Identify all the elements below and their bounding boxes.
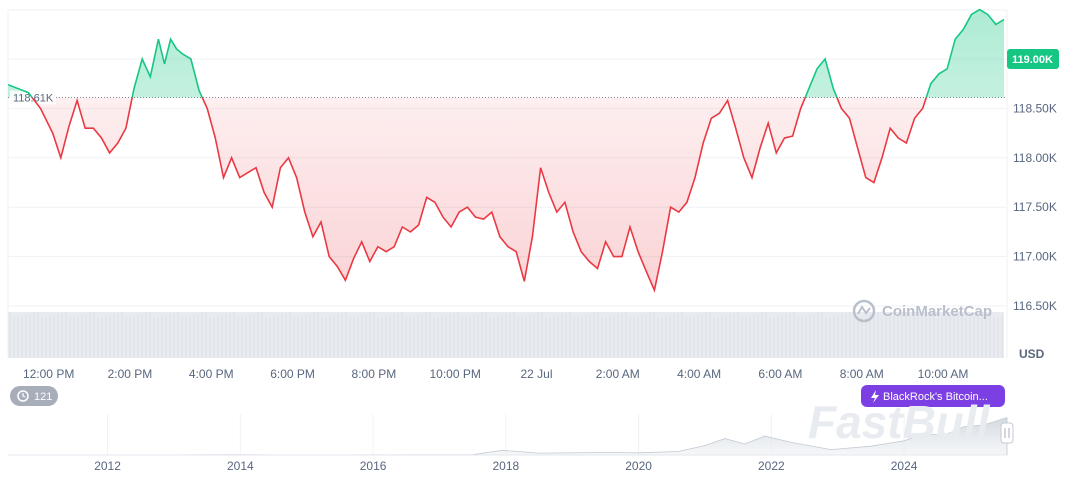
price-line-down (31, 97, 928, 293)
range-slider-handle[interactable] (1000, 422, 1014, 444)
current-price-tag-bg (1007, 49, 1059, 69)
x-tick-label: 2:00 AM (596, 367, 640, 381)
coinmarketcap-logo: CoinMarketCap (852, 299, 992, 323)
news-badge[interactable]: BlackRock's Bitcoin... (861, 385, 1005, 407)
news-badge-bg[interactable] (861, 385, 1005, 407)
area-fill-below-reference (32, 97, 927, 291)
history-x-tick-label: 2016 (360, 459, 387, 473)
coinmarketcap-logo-mark (857, 305, 871, 315)
lightning-icon (871, 390, 879, 403)
news-badge-text: BlackRock's Bitcoin... (883, 391, 988, 403)
x-tick-label: 6:00 AM (758, 367, 802, 381)
coinmarketcap-watermark: CoinMarketCap (882, 303, 992, 320)
x-tick-label: 10:00 AM (918, 367, 969, 381)
current-price-tag: 119.00K (1007, 49, 1059, 69)
history-x-tick-label: 2020 (625, 459, 652, 473)
volume-bar-ticks (9, 312, 1003, 358)
x-tick-label: 12:00 PM (23, 367, 74, 381)
x-tick-label: 10:00 PM (429, 367, 480, 381)
history-icon (17, 390, 29, 402)
x-tick-label: 6:00 PM (270, 367, 315, 381)
currency-label: USD (1019, 347, 1045, 361)
coinmarketcap-logo-icon (852, 299, 876, 323)
history-x-tick-label: 2018 (492, 459, 519, 473)
history-x-tick-label: 2014 (227, 459, 254, 473)
range-slider-handle-box[interactable] (1000, 422, 1014, 444)
history-x-axis: 2012 2014 2016 2018 2020 2022 2024 (94, 459, 918, 473)
y-tick-label: 117.50K (1013, 200, 1057, 214)
y-tick-label: 118.00K (1013, 151, 1057, 165)
x-tick-label: 4:00 PM (189, 367, 234, 381)
history-x-tick-label: 2022 (758, 459, 785, 473)
history-x-tick-label: 2024 (891, 459, 918, 473)
y-tick-label: 118.50K (1013, 101, 1057, 115)
y-tick-label: 116.50K (1013, 299, 1057, 313)
x-tick-label: 4:00 AM (677, 367, 721, 381)
y-tick-label: 117.00K (1013, 250, 1057, 264)
price-line-up (8, 8, 1005, 98)
x-axis: 12:00 PM 2:00 PM 4:00 PM 6:00 PM 8:00 PM 10:0… (23, 367, 968, 381)
x-tick-label: 8:00 PM (352, 367, 397, 381)
x-tick-label: 2:00 PM (108, 367, 153, 381)
history-button[interactable]: 121 (10, 386, 58, 406)
x-tick-label: 22 Jul (520, 367, 552, 381)
history-x-tick-label: 2012 (94, 459, 121, 473)
y-axis: 118.50K 118.00K 117.50K 117.00K 116.50K (1013, 101, 1057, 313)
current-price-value: 119.00K (1012, 54, 1053, 66)
x-tick-label: 8:00 AM (840, 367, 884, 381)
history-count: 121 (34, 391, 52, 403)
fastbull-watermark: FastBull (808, 396, 991, 448)
